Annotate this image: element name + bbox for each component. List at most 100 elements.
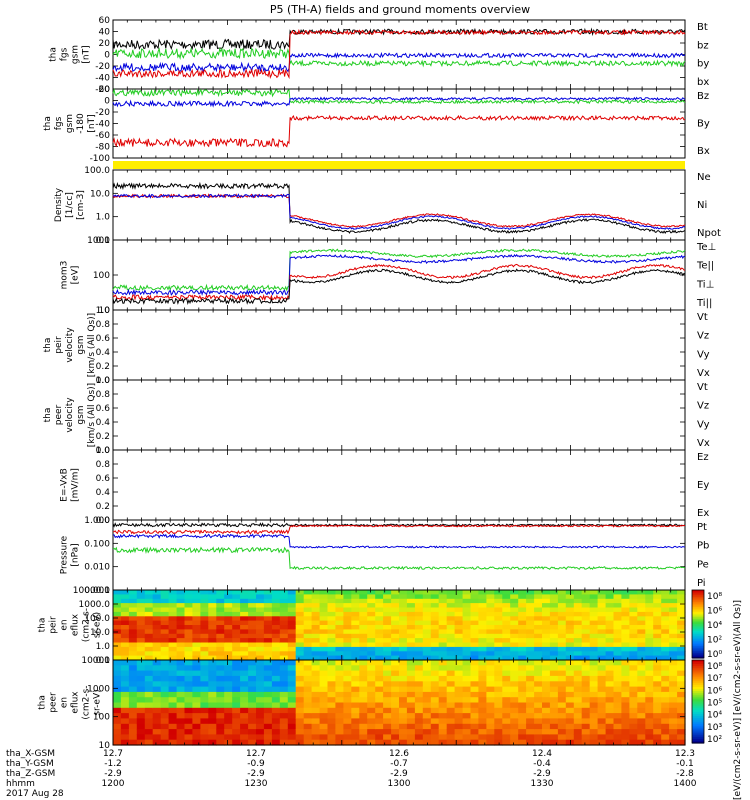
heatmap-cell (494, 642, 503, 648)
heatmap-cell (518, 611, 527, 617)
heatmap-cell (287, 713, 297, 719)
heatmap-cell (422, 718, 432, 725)
heatmap-cell (677, 702, 686, 709)
heatmap-cell (295, 655, 305, 661)
heatmap-cell (573, 691, 583, 698)
heatmap-cell (136, 651, 146, 657)
heatmap-cell (677, 723, 686, 730)
heatmap-cell (542, 660, 551, 666)
heatmap-cell (216, 646, 225, 652)
heatmap-cell (295, 638, 305, 644)
heatmap-cell (391, 629, 400, 635)
heatmap-cell (136, 670, 146, 677)
heatmap-cell (589, 702, 599, 709)
heatmap-cell (430, 718, 440, 725)
heatmap-cell (661, 625, 670, 630)
colorbar-cell (692, 709, 704, 713)
heatmap-cell (224, 598, 233, 604)
y-tick-label: 10.0 (90, 189, 110, 199)
heatmap-cell (113, 611, 122, 617)
heatmap-cell (335, 655, 344, 661)
heatmap-cell (581, 686, 591, 693)
colorbar-cell (692, 695, 704, 698)
heatmap-cell (653, 646, 662, 652)
heatmap-cell (208, 665, 217, 672)
heatmap-cell (557, 642, 567, 648)
heatmap-cell (375, 603, 384, 609)
heatmap-cell (279, 603, 289, 609)
heatmap-cell (327, 598, 336, 604)
heatmap-cell (375, 607, 384, 613)
heatmap-cell (653, 651, 662, 657)
heatmap-cell (327, 702, 336, 709)
heatmap-cell (526, 598, 535, 604)
heatmap-cell (534, 670, 543, 677)
heatmap-cell (597, 713, 607, 719)
heatmap-cell (279, 718, 289, 725)
heatmap-cell (526, 633, 535, 639)
heatmap-cell (327, 590, 336, 595)
heatmap-cell (573, 670, 583, 677)
heatmap-cell (160, 670, 170, 677)
heatmap-cell (367, 651, 376, 657)
heatmap-cell (248, 598, 257, 604)
colorbar-cell (692, 590, 704, 593)
heatmap-cell (597, 718, 607, 725)
heatmap-cell (263, 616, 273, 622)
heatmap-cell (208, 670, 217, 677)
heatmap-cell (343, 655, 352, 661)
heatmap-cell (271, 638, 281, 644)
heatmap-cell (319, 681, 329, 688)
heatmap-cell (422, 603, 432, 609)
heatmap-cell (629, 681, 638, 688)
heatmap-cell (391, 702, 400, 709)
heatmap-cell (319, 598, 329, 604)
heatmap-cell (232, 655, 241, 661)
heatmap-cell (597, 660, 607, 666)
heatmap-cell (669, 642, 678, 648)
heatmap-cell (216, 729, 225, 735)
heatmap-cell (534, 739, 543, 746)
heatmap-cell (359, 713, 368, 719)
heatmap-cell (454, 642, 464, 648)
heatmap-cell (454, 734, 464, 741)
heatmap-cell (422, 723, 432, 730)
heatmap-cell (613, 718, 622, 725)
heatmap-cell (486, 646, 495, 652)
heatmap-cell (256, 638, 265, 644)
heatmap-cell (446, 625, 456, 630)
heatmap-cell (263, 713, 273, 719)
heatmap-cell (526, 642, 535, 648)
heatmap-cell (486, 625, 495, 630)
heatmap-cell (406, 723, 416, 730)
heatmap-cell (168, 651, 178, 657)
colorbar-cell (692, 656, 704, 659)
heatmap-cell (406, 718, 416, 725)
heatmap-cell (438, 638, 448, 644)
heatmap-cell (144, 651, 154, 657)
heatmap-cell (589, 718, 599, 725)
heatmap-cell (549, 675, 559, 682)
heatmap-cell (446, 629, 456, 635)
heatmap-cell (311, 620, 321, 626)
heatmap-cell (414, 638, 424, 644)
heatmap-cell (573, 646, 583, 652)
heatmap-cell (295, 675, 305, 682)
heatmap-cell (263, 638, 273, 644)
heatmap-cell (256, 603, 265, 609)
heatmap-cell (669, 620, 678, 626)
heatmap-cell (534, 629, 543, 635)
heatmap-cell (645, 594, 654, 600)
heatmap-cell (565, 681, 575, 688)
heatmap-cell (486, 702, 495, 709)
heatmap-cell (136, 681, 146, 688)
heatmap-cell (542, 681, 551, 688)
heatmap-cell (248, 670, 257, 677)
heatmap-cell (375, 697, 384, 704)
heatmap-cell (184, 686, 193, 693)
colorbar-cell (692, 605, 704, 608)
heatmap-cell (327, 686, 336, 693)
heatmap-cell (343, 681, 352, 688)
heatmap-cell (677, 646, 686, 652)
heatmap-cell (367, 675, 376, 682)
